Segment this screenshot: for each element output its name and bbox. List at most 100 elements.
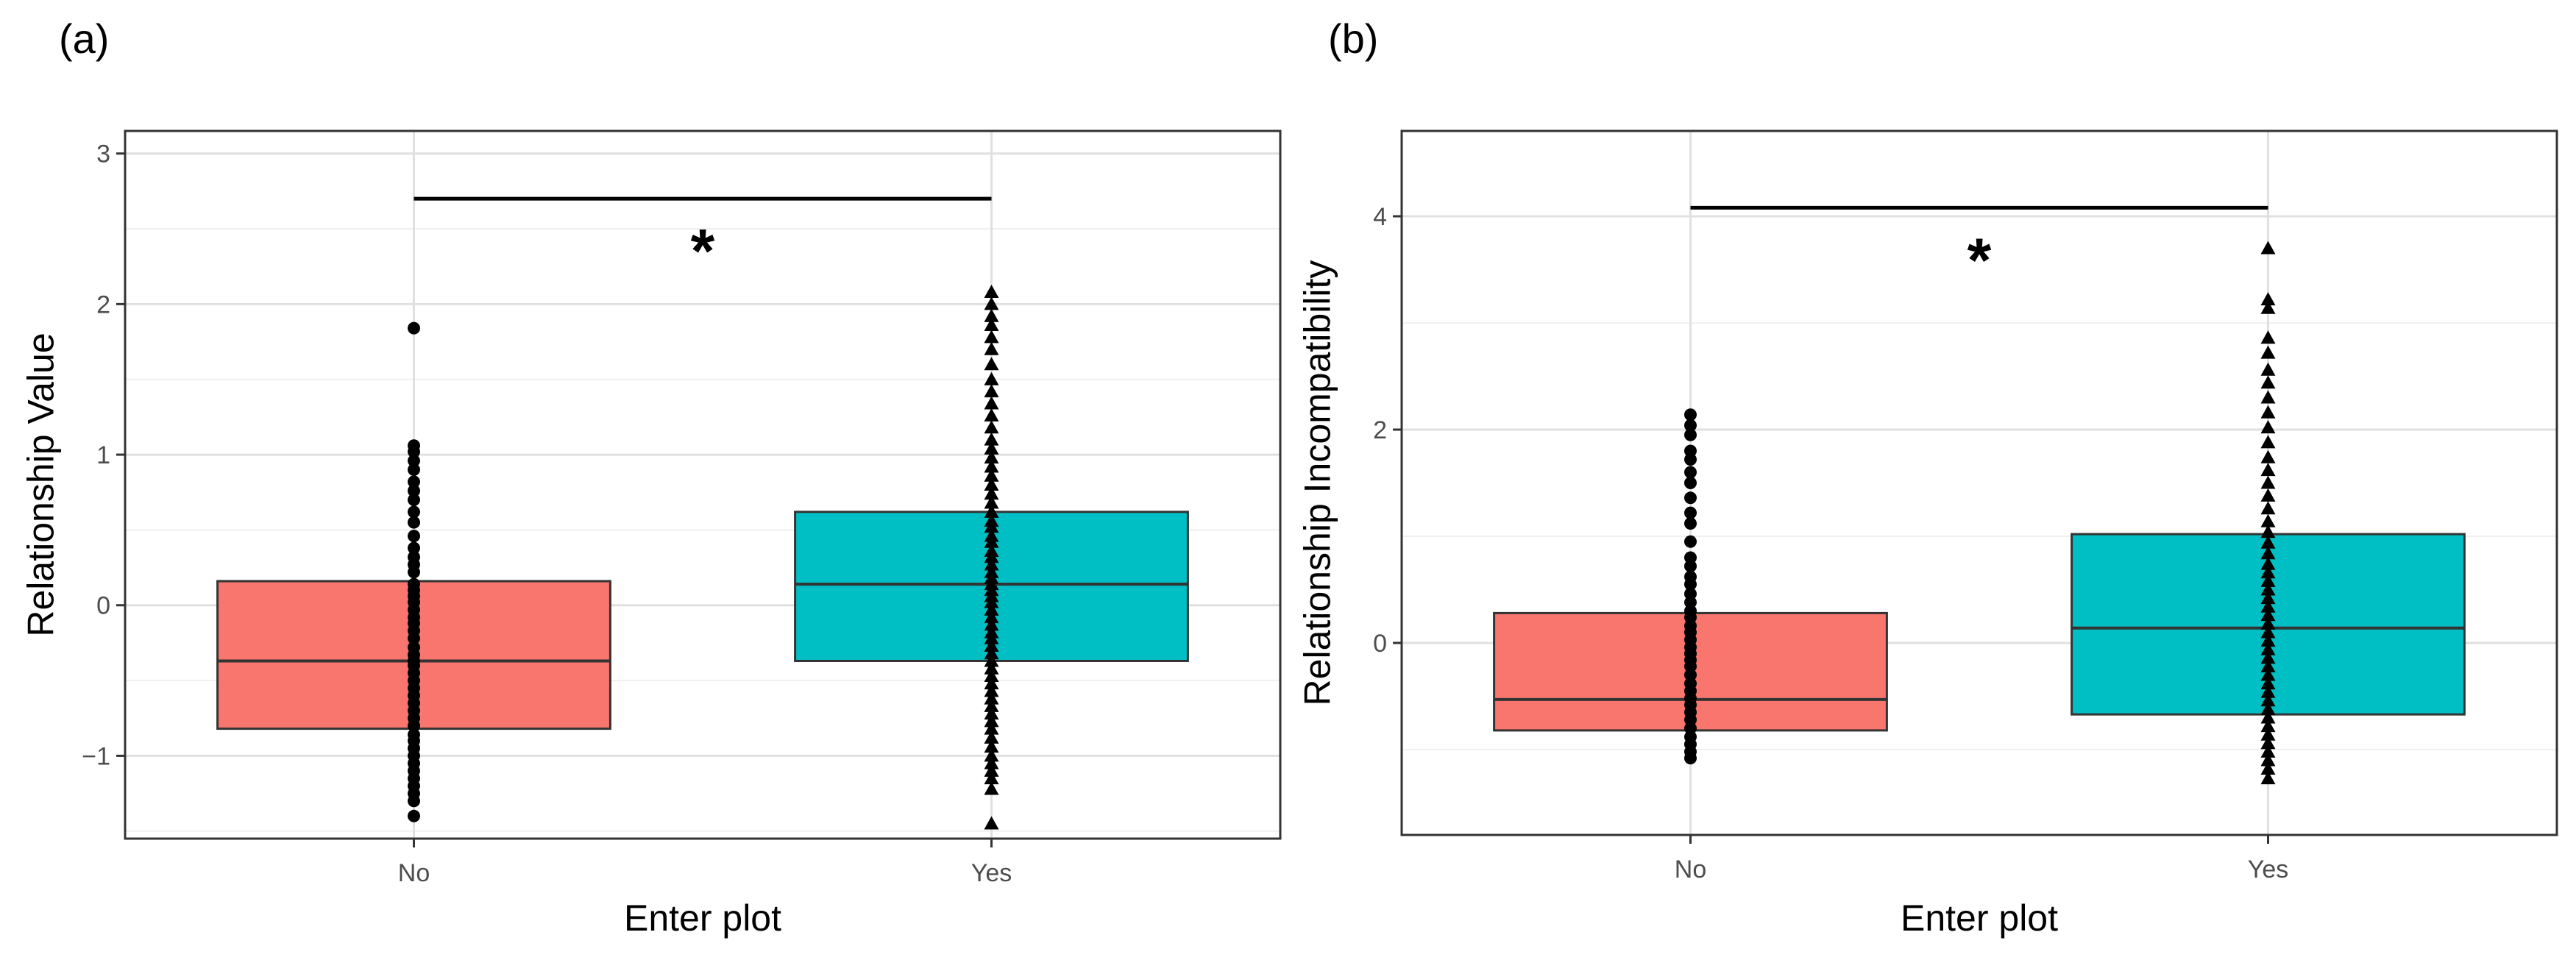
data-point — [984, 432, 999, 446]
x-tick-label-yes: Yes — [2248, 856, 2288, 883]
data-point — [2260, 556, 2276, 570]
data-point — [408, 493, 420, 506]
data-point — [2260, 463, 2276, 477]
data-point — [2260, 535, 2276, 549]
data-point — [984, 341, 999, 355]
data-point — [984, 763, 999, 777]
data-point — [1684, 491, 1697, 505]
data-point — [408, 454, 420, 467]
data-point — [2260, 719, 2276, 733]
data-point — [984, 371, 999, 385]
data-point — [2260, 330, 2276, 344]
y-axis-title: Relationship Incompatibility — [1297, 260, 1338, 706]
data-point — [2260, 362, 2276, 376]
data-point — [984, 617, 999, 631]
data-point — [984, 781, 999, 795]
data-point — [1684, 453, 1697, 466]
data-point — [1684, 506, 1697, 519]
data-point — [984, 495, 999, 509]
data-point — [2260, 608, 2276, 622]
x-axis-title: Enter plot — [1901, 897, 2058, 939]
data-point — [984, 739, 999, 753]
data-point — [2260, 241, 2276, 255]
data-point — [2260, 345, 2276, 359]
y-tick-label: 1 — [96, 441, 110, 469]
data-point — [984, 330, 999, 344]
data-point — [984, 441, 999, 455]
data-point — [984, 691, 999, 705]
data-point — [408, 516, 420, 529]
data-point — [408, 719, 420, 732]
data-point — [408, 530, 420, 543]
data-point — [984, 408, 999, 422]
data-point — [1684, 535, 1697, 548]
data-point — [1684, 577, 1697, 591]
data-point — [984, 285, 999, 299]
data-point — [2260, 525, 2276, 538]
data-point — [984, 318, 999, 332]
data-point — [2260, 684, 2276, 698]
y-axis-title: Relationship Value — [21, 333, 62, 636]
data-point — [984, 468, 999, 482]
data-point — [984, 557, 999, 571]
data-point — [2260, 449, 2276, 463]
panel-b: * 0 2 4 No Yes Enter plot Relationship Incompat… — [1297, 15, 2558, 939]
plot-border — [124, 129, 1282, 840]
data-point — [984, 683, 999, 697]
data-point — [408, 505, 420, 519]
data-point — [984, 308, 999, 322]
data-point — [984, 748, 999, 762]
data-point — [2260, 727, 2276, 741]
data-point — [408, 475, 420, 488]
data-point — [2260, 420, 2276, 434]
data-point — [984, 594, 999, 608]
data-point — [408, 566, 420, 579]
plot-border — [1400, 129, 2558, 836]
data-point — [2260, 710, 2276, 724]
data-point — [2260, 513, 2276, 527]
data-point — [2260, 435, 2276, 449]
data-point — [2260, 744, 2276, 758]
data-point — [408, 794, 420, 808]
data-point — [2260, 546, 2276, 560]
data-point — [984, 676, 999, 690]
data-point — [2260, 701, 2276, 715]
data-point — [1684, 560, 1697, 573]
data-point — [984, 653, 999, 667]
data-point — [2260, 633, 2276, 647]
data-point — [408, 463, 420, 477]
data-point — [1684, 428, 1697, 441]
data-point — [984, 396, 999, 410]
data-point — [984, 550, 999, 563]
data-point — [984, 610, 999, 624]
y-tick-label: 2 — [1373, 416, 1387, 444]
data-point — [2260, 625, 2276, 639]
data-point — [1684, 466, 1697, 479]
data-point — [984, 639, 999, 653]
data-point — [984, 730, 999, 744]
panel-label: (a) — [59, 15, 109, 62]
data-point — [2260, 405, 2276, 419]
data-point — [984, 771, 999, 785]
data-point — [2260, 650, 2276, 664]
data-point — [984, 296, 999, 310]
data-point — [2260, 591, 2276, 605]
data-point — [984, 816, 999, 830]
data-point — [1684, 752, 1697, 765]
data-point — [1684, 408, 1697, 422]
data-point — [2260, 641, 2276, 655]
y-tick-label: 0 — [1373, 630, 1387, 658]
y-tick-label: 3 — [96, 141, 110, 168]
data-point — [984, 384, 999, 398]
data-point — [984, 602, 999, 616]
data-point — [2260, 582, 2276, 596]
y-tick-label: 4 — [1373, 203, 1387, 231]
data-point — [984, 459, 999, 473]
data-point — [2260, 390, 2276, 404]
data-point — [2260, 693, 2276, 707]
data-point — [2260, 565, 2276, 579]
data-point — [984, 420, 999, 434]
x-tick-label-yes: Yes — [971, 859, 1012, 887]
data-point — [984, 519, 999, 533]
